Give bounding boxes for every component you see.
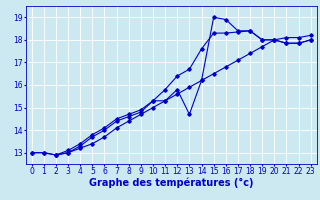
X-axis label: Graphe des températures (°c): Graphe des températures (°c) [89, 177, 253, 188]
